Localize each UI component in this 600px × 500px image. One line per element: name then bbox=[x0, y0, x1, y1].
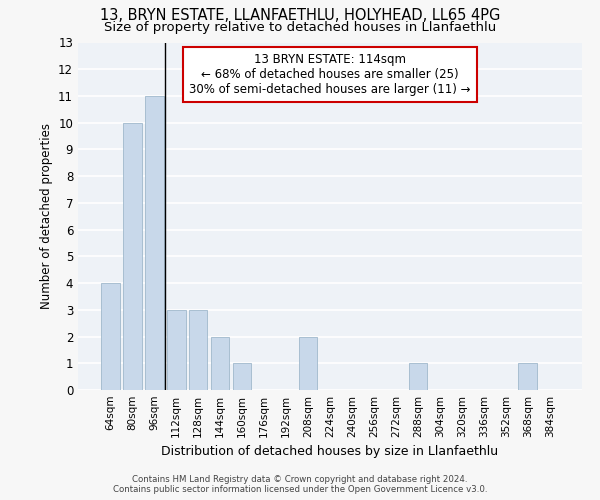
Bar bbox=[167, 310, 185, 390]
Bar bbox=[101, 283, 119, 390]
Text: Size of property relative to detached houses in Llanfaethlu: Size of property relative to detached ho… bbox=[104, 21, 496, 34]
Bar bbox=[189, 310, 208, 390]
Bar bbox=[518, 364, 537, 390]
Bar bbox=[123, 122, 142, 390]
Text: Contains HM Land Registry data © Crown copyright and database right 2024.
Contai: Contains HM Land Registry data © Crown c… bbox=[113, 474, 487, 494]
Bar bbox=[233, 364, 251, 390]
Y-axis label: Number of detached properties: Number of detached properties bbox=[40, 123, 53, 309]
Text: 13 BRYN ESTATE: 114sqm
← 68% of detached houses are smaller (25)
30% of semi-det: 13 BRYN ESTATE: 114sqm ← 68% of detached… bbox=[189, 53, 471, 96]
Bar bbox=[145, 96, 164, 390]
Bar bbox=[211, 336, 229, 390]
Text: 13, BRYN ESTATE, LLANFAETHLU, HOLYHEAD, LL65 4PG: 13, BRYN ESTATE, LLANFAETHLU, HOLYHEAD, … bbox=[100, 8, 500, 22]
X-axis label: Distribution of detached houses by size in Llanfaethlu: Distribution of detached houses by size … bbox=[161, 446, 499, 458]
Bar bbox=[299, 336, 317, 390]
Bar bbox=[409, 364, 427, 390]
